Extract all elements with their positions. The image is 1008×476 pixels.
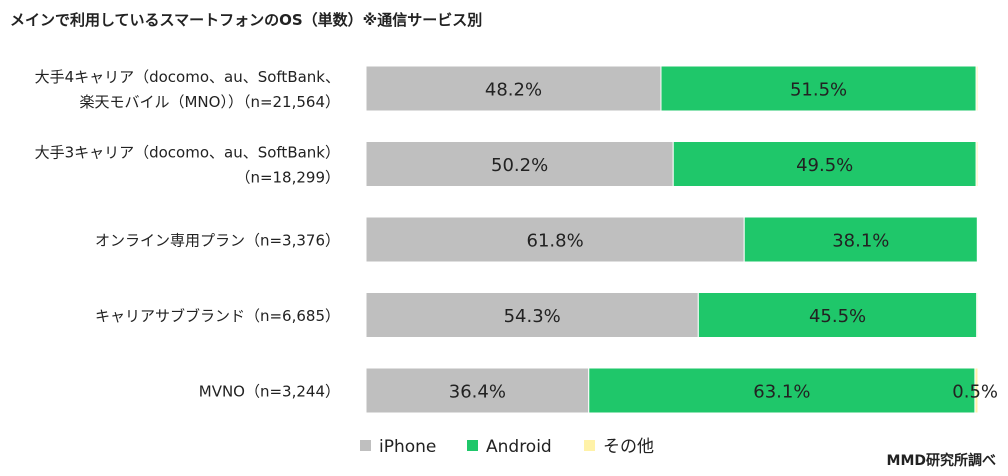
legend-swatch xyxy=(360,440,371,451)
legend-label: iPhone xyxy=(379,437,436,457)
category-label: キャリアサブブランド（n=6,685） xyxy=(95,307,340,325)
legend-swatch xyxy=(467,440,478,451)
data-label: 63.1% xyxy=(753,382,810,403)
bar-segment-iPhone xyxy=(365,292,699,338)
bar-segment-その他 xyxy=(974,367,979,414)
data-label: 54.3% xyxy=(504,306,561,327)
bar-segment-その他 xyxy=(976,216,979,263)
data-label: 49.5% xyxy=(796,155,853,176)
bar-segment-Android xyxy=(743,216,978,263)
bar-segment-Android xyxy=(660,65,977,112)
bar-segment-その他 xyxy=(975,141,979,187)
data-label: 51.5% xyxy=(790,80,847,101)
data-label: 45.5% xyxy=(809,306,866,327)
data-label: 61.8% xyxy=(527,231,584,252)
chart-title: メインで利用しているスマートフォンのOS（単数）※通信サービス別 xyxy=(10,11,483,29)
category-label: 楽天モバイル（MNO））（n=21,564） xyxy=(79,93,340,111)
bar-segment-その他 xyxy=(976,292,979,338)
source-credit: MMD研究所調べ xyxy=(886,453,996,469)
data-label: 38.1% xyxy=(832,231,889,252)
legend-label: その他 xyxy=(603,437,654,457)
data-label: 50.2% xyxy=(491,155,548,176)
category-label: 大手4キャリア（docomo、au、SoftBank、 xyxy=(35,68,340,86)
bar-segment-その他 xyxy=(975,65,979,112)
bar-segment-iPhone xyxy=(365,367,590,414)
legend-label: Android xyxy=(486,437,552,457)
category-label: MVNO（n=3,244） xyxy=(199,383,340,401)
category-label: オンライン専用プラン（n=3,376） xyxy=(95,232,340,250)
bar-segment-iPhone xyxy=(365,216,745,263)
data-label: 36.4% xyxy=(449,382,506,403)
category-label: 大手3キャリア（docomo、au、SoftBank） xyxy=(35,144,340,162)
bar-segment-Android xyxy=(697,292,978,338)
data-label: 0.5% xyxy=(952,382,998,403)
legend-swatch xyxy=(584,440,595,451)
bar-segment-Android xyxy=(588,367,976,414)
category-label: （n=18,299） xyxy=(235,169,340,187)
data-label: 48.2% xyxy=(485,80,542,101)
